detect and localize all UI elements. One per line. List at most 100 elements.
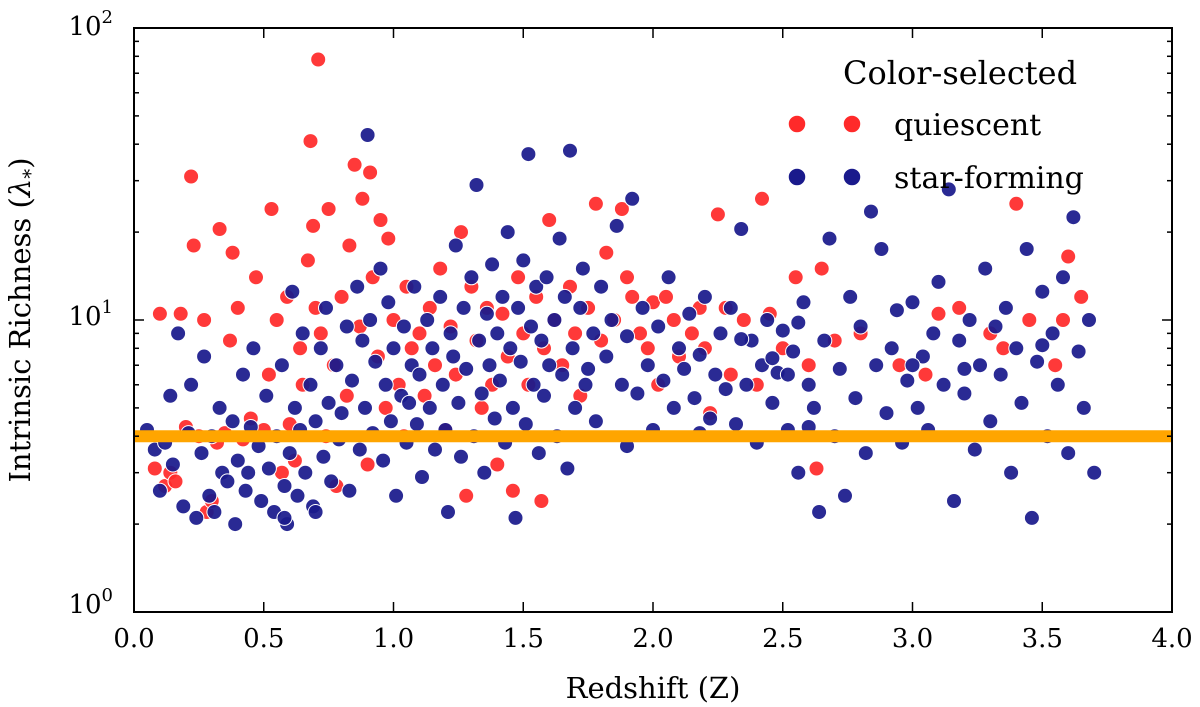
point-star-forming-164 bbox=[722, 299, 739, 316]
point-star-forming-137 bbox=[585, 325, 602, 342]
point-star-forming-210 bbox=[961, 312, 978, 328]
point-quiescent-53 bbox=[377, 399, 394, 416]
point-quiescent-43 bbox=[338, 387, 355, 404]
point-star-forming-96 bbox=[468, 177, 485, 193]
point-star-forming-66 bbox=[377, 376, 394, 393]
point-star-forming-60 bbox=[359, 127, 376, 143]
point-star-forming-215 bbox=[987, 318, 1004, 335]
point-quiescent-36 bbox=[310, 51, 327, 68]
point-star-forming-156 bbox=[681, 305, 698, 322]
point-star-forming-117 bbox=[523, 318, 539, 335]
point-star-forming-57 bbox=[351, 441, 368, 458]
point-star-forming-108 bbox=[499, 224, 516, 241]
point-star-forming-86 bbox=[440, 504, 456, 520]
point-star-forming-131 bbox=[562, 142, 578, 159]
point-star-forming-187 bbox=[842, 288, 859, 305]
legend-marker-quiescent-1 bbox=[787, 114, 807, 134]
point-quiescent-34 bbox=[305, 217, 322, 234]
x-tick-label-2: 1.0 bbox=[373, 624, 414, 654]
point-quiescent-106 bbox=[683, 325, 700, 342]
point-quiescent-68 bbox=[453, 224, 469, 241]
point-star-forming-142 bbox=[608, 217, 625, 234]
point-star-forming-54 bbox=[341, 482, 358, 499]
point-quiescent-127 bbox=[951, 299, 968, 316]
point-star-forming-49 bbox=[323, 473, 340, 490]
point-quiescent-112 bbox=[722, 366, 739, 383]
point-star-forming-127 bbox=[551, 230, 568, 247]
point-star-forming-166 bbox=[733, 221, 750, 237]
point-star-forming-93 bbox=[458, 360, 475, 377]
point-quiescent-104 bbox=[665, 312, 682, 328]
point-quiescent-21 bbox=[248, 269, 264, 286]
point-quiescent-92 bbox=[587, 195, 604, 212]
point-star-forming-13 bbox=[201, 487, 218, 504]
x-tick-label-8: 4.0 bbox=[1151, 624, 1192, 654]
point-star-forming-239 bbox=[779, 366, 796, 383]
point-quiescent-115 bbox=[754, 190, 770, 207]
point-star-forming-53 bbox=[338, 318, 355, 335]
point-star-forming-199 bbox=[904, 294, 921, 311]
point-star-forming-28 bbox=[258, 387, 275, 404]
point-quiescent-8 bbox=[185, 237, 202, 254]
point-star-forming-90 bbox=[450, 394, 467, 411]
point-star-forming-161 bbox=[707, 366, 724, 383]
x-tick-label-1: 0.5 bbox=[243, 624, 284, 654]
point-star-forming-18 bbox=[219, 473, 236, 490]
point-star-forming-22 bbox=[235, 366, 251, 383]
point-star-forming-148 bbox=[639, 357, 656, 374]
point-star-forming-179 bbox=[800, 376, 817, 393]
point-star-forming-128 bbox=[554, 366, 571, 383]
point-star-forming-99 bbox=[476, 464, 493, 481]
point-star-forming-192 bbox=[868, 357, 885, 374]
point-star-forming-89 bbox=[447, 237, 464, 254]
point-quiescent-100 bbox=[639, 340, 656, 357]
point-star-forming-174 bbox=[774, 322, 791, 339]
point-star-forming-50 bbox=[328, 357, 345, 374]
point-star-forming-7 bbox=[175, 498, 192, 515]
point-quiescent-118 bbox=[787, 269, 804, 286]
point-star-forming-32 bbox=[273, 357, 290, 374]
point-star-forming-231 bbox=[1070, 343, 1087, 360]
point-star-forming-94 bbox=[463, 269, 480, 286]
point-star-forming-114 bbox=[515, 252, 532, 269]
point-star-forming-79 bbox=[419, 312, 436, 328]
legend-marker-star-forming-1 bbox=[787, 167, 807, 187]
point-star-forming-75 bbox=[406, 278, 423, 295]
point-star-forming-46 bbox=[315, 448, 332, 465]
point-star-forming-116 bbox=[520, 146, 537, 163]
point-quiescent-54 bbox=[380, 230, 397, 247]
point-star-forming-230 bbox=[1065, 209, 1082, 226]
point-star-forming-125 bbox=[546, 312, 563, 328]
point-quiescent-5 bbox=[172, 305, 189, 322]
point-star-forming-242 bbox=[733, 331, 750, 348]
x-tick-label-7: 3.5 bbox=[1022, 624, 1063, 654]
point-star-forming-240 bbox=[790, 314, 807, 331]
point-star-forming-243 bbox=[904, 357, 921, 374]
point-star-forming-64 bbox=[372, 260, 389, 277]
point-star-forming-171 bbox=[759, 312, 776, 328]
point-quiescent-37 bbox=[312, 325, 329, 342]
point-star-forming-211 bbox=[966, 441, 983, 458]
point-star-forming-45 bbox=[312, 340, 329, 357]
point-star-forming-4 bbox=[162, 387, 179, 404]
point-quiescent-39 bbox=[320, 201, 337, 217]
point-quiescent-134 bbox=[1060, 248, 1077, 265]
point-star-forming-141 bbox=[603, 312, 620, 328]
point-star-forming-47 bbox=[318, 299, 334, 316]
point-star-forming-206 bbox=[940, 181, 957, 198]
point-star-forming-38 bbox=[289, 487, 306, 504]
point-star-forming-29 bbox=[260, 460, 277, 477]
point-star-forming-84 bbox=[434, 376, 451, 393]
point-star-forming-158 bbox=[691, 346, 708, 363]
point-quiescent-110 bbox=[709, 206, 726, 223]
point-star-forming-115 bbox=[517, 416, 534, 433]
point-quiescent-69 bbox=[458, 487, 475, 504]
point-star-forming-195 bbox=[883, 340, 900, 357]
point-star-forming-82 bbox=[427, 441, 443, 458]
point-quiescent-125 bbox=[917, 366, 934, 383]
point-quiescent-47 bbox=[354, 190, 371, 207]
point-star-forming-209 bbox=[956, 385, 973, 402]
point-quiescent-132 bbox=[1047, 357, 1064, 374]
point-star-forming-203 bbox=[925, 325, 942, 342]
